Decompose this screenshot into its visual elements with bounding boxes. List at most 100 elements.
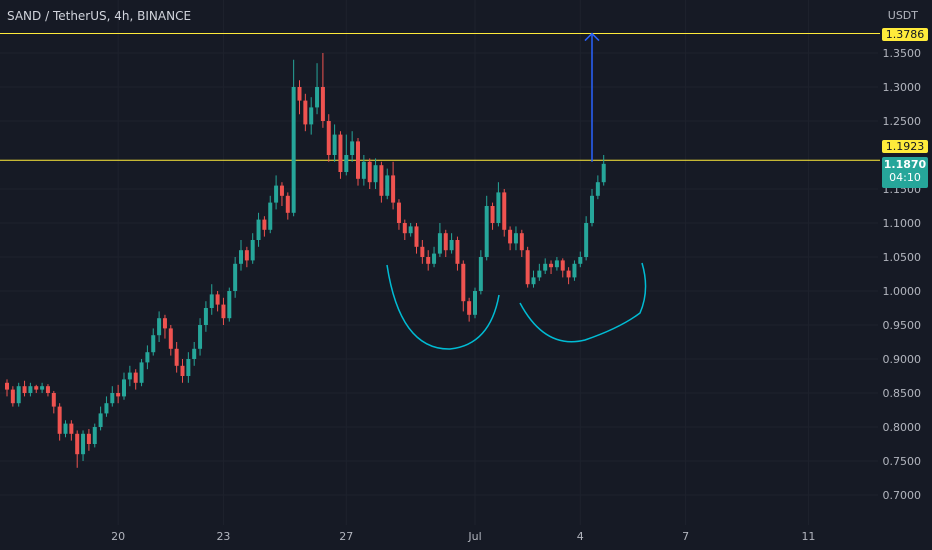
- currency-label: USDT: [887, 9, 918, 22]
- candle-body: [122, 379, 126, 397]
- x-tick-label: 20: [111, 530, 125, 543]
- candle-body: [437, 233, 442, 254]
- candle-body: [157, 318, 162, 336]
- candle-body: [414, 226, 419, 247]
- candle-body: [344, 155, 349, 172]
- candle-body: [81, 433, 86, 455]
- candle-body: [139, 362, 144, 383]
- candle-body: [537, 270, 542, 278]
- candle-body: [268, 202, 273, 230]
- candle-body: [209, 294, 214, 308]
- candle-body: [63, 423, 68, 434]
- candle-body: [285, 195, 290, 213]
- candle-body: [45, 386, 50, 393]
- candle-body: [408, 226, 413, 234]
- candle-body: [133, 372, 138, 383]
- candle-body: [426, 257, 431, 264]
- candle-body: [221, 304, 226, 319]
- target-price-tag: 1.3786: [882, 28, 928, 41]
- candle-body: [57, 406, 62, 434]
- candle-body: [244, 250, 249, 261]
- candle-body: [356, 141, 360, 179]
- grid-lines: [0, 0, 878, 525]
- candle-body: [5, 382, 9, 390]
- right-cup-curve: [519, 262, 647, 343]
- candle-body: [420, 246, 425, 257]
- y-tick-label: 1.2500: [883, 115, 922, 128]
- candle-body: [215, 294, 220, 305]
- candle-body: [40, 386, 45, 390]
- x-tick-label: 7: [682, 530, 689, 543]
- candle-body: [239, 250, 243, 264]
- candles: [5, 53, 606, 468]
- candle-body: [145, 352, 150, 363]
- candle-body: [116, 393, 121, 397]
- candle-body: [297, 87, 302, 101]
- candle-body: [250, 240, 255, 261]
- y-tick-label: 0.9000: [883, 353, 922, 366]
- y-tick-label: 0.8500: [883, 387, 922, 400]
- arrow-head: [584, 32, 600, 42]
- y-tick-label: 0.7500: [883, 455, 922, 468]
- candle-body: [508, 229, 513, 244]
- candle-body: [490, 206, 495, 223]
- candle-body: [86, 433, 91, 444]
- x-tick-label: 11: [801, 530, 815, 543]
- candle-body: [203, 308, 208, 325]
- candle-body: [174, 348, 179, 366]
- y-tick-label: 1.3000: [883, 81, 922, 94]
- candle-body: [554, 260, 559, 268]
- candle-body: [578, 257, 583, 264]
- y-tick-label: 0.7000: [883, 489, 922, 502]
- candle-body: [274, 185, 279, 203]
- candle-body: [601, 163, 606, 183]
- candle-body: [385, 175, 390, 196]
- candle-body: [502, 192, 507, 230]
- candle-body: [104, 403, 109, 414]
- candle-body: [279, 185, 284, 196]
- candle-body: [560, 260, 565, 271]
- y-tick-label: 1.0500: [883, 251, 922, 264]
- candle-body: [192, 348, 197, 359]
- candle-body: [198, 325, 203, 349]
- candle-body: [98, 413, 103, 427]
- candle-body: [549, 263, 554, 268]
- candle-body: [584, 223, 589, 257]
- candle-body: [127, 372, 132, 380]
- candle-body: [496, 192, 501, 223]
- candle-body: [531, 277, 536, 285]
- candle-body: [186, 359, 191, 376]
- candle-body: [461, 263, 466, 302]
- candle-body: [361, 161, 366, 179]
- y-tick-label: 1.0000: [883, 285, 922, 298]
- candle-body: [320, 87, 325, 121]
- candle-body: [10, 389, 15, 404]
- x-tick-label: 4: [577, 530, 584, 543]
- candle-body: [309, 107, 314, 125]
- candle-body: [443, 233, 448, 251]
- candle-body: [379, 165, 384, 196]
- candle-body: [449, 240, 454, 251]
- candle-body: [92, 427, 97, 444]
- x-tick-label: 23: [216, 530, 230, 543]
- y-tick-label: 0.9500: [883, 319, 922, 332]
- candle-body: [373, 165, 378, 183]
- candle-body: [326, 121, 331, 155]
- candle-body: [432, 253, 437, 264]
- time-axis[interactable]: 20 23 27 Jul 4 7 11: [111, 530, 815, 543]
- candle-body: [402, 223, 407, 234]
- candle-body: [162, 318, 167, 329]
- candle-body: [396, 202, 401, 223]
- candle-body: [519, 233, 524, 251]
- candle-body: [34, 386, 39, 390]
- candle-body: [572, 263, 577, 278]
- price-axis[interactable]: 0.7000 0.7500 0.8000 0.8500 0.9000 0.9500 1.00…: [883, 47, 922, 502]
- candle-body: [566, 270, 571, 278]
- candle-body: [262, 219, 267, 230]
- candle-body: [51, 393, 56, 407]
- chart-title: SAND / TetherUS, 4h, BINANCE: [7, 9, 192, 23]
- y-tick-label: 1.3500: [883, 47, 922, 60]
- candle-body: [595, 182, 600, 196]
- last-price-value: 1.1870: [883, 158, 927, 171]
